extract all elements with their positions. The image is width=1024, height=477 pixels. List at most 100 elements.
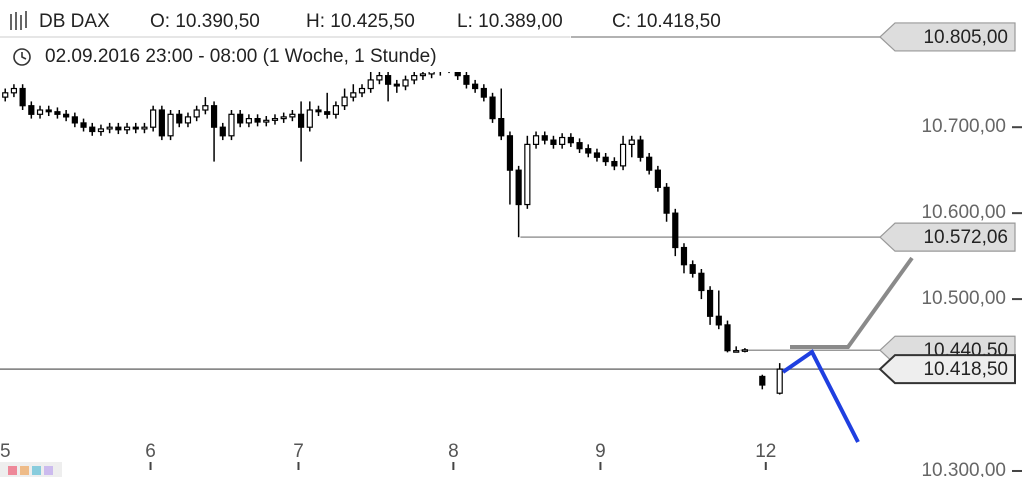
candle-body bbox=[36, 109, 44, 115]
candle-body bbox=[654, 169, 661, 188]
candle-body bbox=[63, 113, 70, 118]
candle-body bbox=[480, 87, 487, 98]
title: DB DAX bbox=[39, 11, 110, 32]
candle-body bbox=[89, 126, 96, 133]
price-label: 10.572,06 bbox=[923, 227, 1008, 248]
candle-body bbox=[245, 118, 252, 124]
y-tick-label: 10.300,00 bbox=[921, 460, 1006, 477]
candle-body bbox=[759, 375, 766, 386]
ohlc-low: L: 10.389,00 bbox=[457, 11, 563, 32]
candle-body bbox=[524, 143, 531, 206]
candle-body bbox=[472, 83, 479, 90]
candle-body bbox=[289, 113, 296, 118]
candle-body bbox=[228, 113, 235, 137]
drawing-line bbox=[781, 349, 860, 443]
candle-body bbox=[132, 126, 139, 130]
candle-body bbox=[689, 264, 696, 274]
candle-body bbox=[619, 143, 627, 167]
candle-body bbox=[106, 126, 113, 130]
candle-body bbox=[350, 92, 357, 98]
x-tick-label: 6 bbox=[145, 441, 156, 462]
candle-body bbox=[698, 272, 705, 292]
candle-body bbox=[176, 113, 183, 124]
y-tick-label: 10.700,00 bbox=[921, 116, 1006, 137]
candle-body bbox=[123, 126, 131, 131]
candle-body bbox=[741, 349, 748, 352]
candle-body bbox=[776, 368, 783, 394]
candles bbox=[2, 62, 783, 395]
candle-body bbox=[280, 116, 287, 120]
candle-body bbox=[341, 96, 348, 107]
candle-body bbox=[237, 113, 244, 124]
price-label: 10.805,00 bbox=[923, 27, 1008, 48]
price-label: 10.418,50 bbox=[923, 359, 1008, 380]
candle-body bbox=[567, 136, 574, 144]
candle-body bbox=[19, 87, 26, 107]
candle-body bbox=[219, 126, 226, 137]
candle-body bbox=[358, 87, 366, 94]
candle-body bbox=[541, 135, 548, 141]
candle-body bbox=[419, 73, 427, 77]
candle-body bbox=[498, 118, 505, 137]
candle-body bbox=[97, 128, 105, 133]
bars-icon bbox=[10, 11, 27, 30]
candle-body bbox=[646, 156, 653, 171]
candle-body bbox=[2, 92, 9, 98]
candle-body bbox=[550, 139, 557, 145]
x-tick-label: 5 bbox=[0, 441, 11, 462]
price-label-box bbox=[878, 354, 1016, 385]
axis: 10.300,00 10.500,00 10.600,00 10.700,00 5 6 7 8… bbox=[0, 116, 1022, 477]
candle-body bbox=[193, 109, 200, 118]
candle-body bbox=[611, 160, 618, 167]
candle-body bbox=[202, 105, 209, 111]
candle-body bbox=[602, 156, 609, 163]
candle-body bbox=[54, 111, 61, 115]
candle-body bbox=[324, 111, 331, 115]
candle-body bbox=[150, 109, 157, 128]
candle-body bbox=[706, 289, 714, 317]
candle-body bbox=[376, 75, 383, 81]
candle-body bbox=[402, 79, 409, 87]
candle-body bbox=[637, 139, 644, 158]
candle-body bbox=[10, 87, 18, 94]
candle-body bbox=[680, 246, 688, 266]
x-tick-label: 9 bbox=[595, 441, 606, 462]
candle-body bbox=[167, 113, 174, 137]
candle-body bbox=[672, 212, 679, 249]
price-label-box bbox=[879, 22, 1016, 52]
subtitle: 02.09.2016 23:00 - 08:00 (1 Woche, 1 Stu… bbox=[45, 46, 437, 67]
y-tick-label: 10.500,00 bbox=[921, 288, 1006, 309]
candle-body bbox=[367, 79, 374, 90]
price-label-box bbox=[879, 222, 1016, 252]
candle-body bbox=[559, 136, 566, 145]
clock-icon bbox=[13, 48, 31, 66]
candle-body bbox=[210, 105, 218, 128]
ohlc-high: H: 10.425,50 bbox=[306, 11, 415, 32]
candle-body bbox=[306, 109, 313, 128]
header-bg bbox=[0, 0, 570, 72]
candle-body bbox=[158, 109, 165, 137]
drawing-line bbox=[790, 256, 914, 349]
ohlc-close: C: 10.418,50 bbox=[612, 11, 721, 32]
levels bbox=[0, 36, 880, 370]
color-swatches bbox=[0, 462, 62, 477]
candle-body bbox=[411, 75, 418, 81]
candle-body bbox=[297, 113, 305, 128]
candle-body bbox=[724, 324, 731, 352]
x-tick-label: 8 bbox=[448, 441, 459, 462]
candle-body bbox=[463, 75, 470, 85]
candle-body bbox=[593, 152, 601, 158]
candle-body bbox=[184, 116, 192, 124]
candle-body bbox=[733, 350, 740, 353]
candle-body bbox=[532, 135, 540, 145]
candle-body bbox=[576, 142, 583, 150]
candle-body bbox=[141, 126, 148, 130]
candle-body bbox=[263, 119, 270, 123]
candle-body bbox=[515, 169, 522, 206]
candle-body bbox=[254, 118, 261, 123]
candle-body bbox=[315, 109, 322, 113]
candle-body bbox=[385, 75, 392, 85]
clock-hand bbox=[21, 52, 27, 60]
candle-body bbox=[332, 105, 339, 115]
